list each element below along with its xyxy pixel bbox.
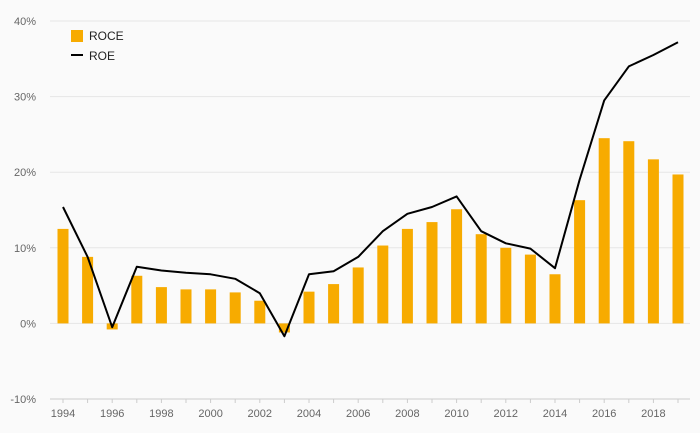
roce-bar: [672, 174, 684, 324]
roce-bar: [598, 138, 610, 324]
x-axis: 1994 1996 1998 2000 2002 2004 2006 2008 2010 2012…: [50, 398, 690, 420]
roce-bar: [377, 245, 389, 324]
x-tick-label: 2018: [641, 408, 665, 420]
x-tick-label: 1998: [149, 408, 173, 420]
y-tick-label: 30%: [14, 92, 36, 104]
roce-bar: [229, 292, 241, 324]
roce-bar: [549, 274, 561, 324]
y-tick-label: 0%: [20, 318, 36, 330]
roce-bar: [328, 284, 340, 324]
roce-bar: [451, 209, 463, 324]
y-tick-label: 20%: [14, 167, 36, 179]
roce-bar: [254, 300, 266, 324]
roce-bar: [401, 228, 413, 324]
x-tick-label: 2004: [297, 408, 321, 420]
x-tick-label: 2002: [248, 408, 272, 420]
gridlines: [50, 20, 690, 324]
roce-bar: [524, 254, 536, 324]
x-tick-label: 2000: [198, 408, 222, 420]
roce-bar: [57, 228, 69, 324]
roce-bars: [57, 138, 684, 333]
roce-bar: [155, 287, 167, 324]
x-tick-label: 2008: [395, 408, 419, 420]
roce-bar: [303, 291, 315, 324]
x-tick-label: 2014: [543, 408, 567, 420]
roce-bar: [500, 247, 512, 324]
roce-bar: [82, 256, 94, 324]
y-tick-label: -10%: [10, 394, 36, 406]
roce-bar: [205, 289, 217, 324]
x-tick-label: 2006: [346, 408, 370, 420]
y-tick-label: 40%: [14, 16, 36, 28]
legend-label-roce: ROCE: [89, 29, 124, 43]
legend: ROCE ROE: [71, 29, 124, 63]
roe-line-group: [62, 41, 679, 338]
roce-bar: [180, 289, 192, 324]
roe-line: [62, 41, 679, 338]
roce-bar: [475, 234, 487, 324]
roce-bar: [574, 200, 586, 324]
x-tick-label: 2016: [592, 408, 616, 420]
legend-swatch-roce: [71, 30, 83, 42]
roce-bar: [131, 275, 143, 324]
roce-bar: [623, 141, 635, 324]
legend-label-roe: ROE: [89, 49, 115, 63]
x-tick-label: 2010: [444, 408, 468, 420]
y-tick-label: 10%: [14, 243, 36, 255]
x-tick-label: 2012: [494, 408, 518, 420]
x-tick-label: 1996: [100, 408, 124, 420]
roce-bar: [278, 323, 290, 333]
roce-bar: [352, 267, 364, 324]
x-tick-label: 1994: [51, 408, 75, 420]
roce-bar: [426, 222, 438, 324]
roce-bar: [647, 159, 659, 324]
y-axis-ticks: -10% 0% 10% 20% 30% 40%: [10, 16, 36, 406]
